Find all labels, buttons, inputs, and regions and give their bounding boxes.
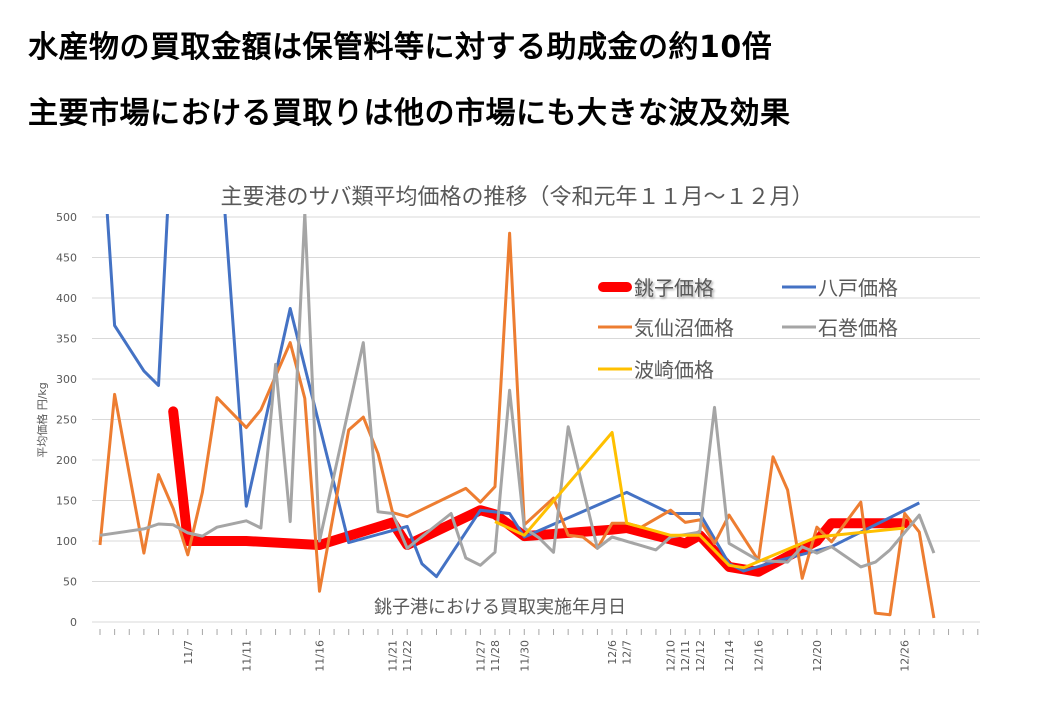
legend-label: 気仙沼価格 (634, 316, 734, 340)
x-tick-label: 12/11 (679, 640, 692, 672)
x-tick-label: 11/16 (313, 640, 326, 672)
x-axis-label: 銚子港における買取実施年月日 (374, 597, 626, 618)
y-tick-label: 150 (56, 495, 77, 508)
x-tick-label: 12/7 (621, 640, 634, 665)
series-line-3 (98, 231, 936, 619)
x-tick-label: 12/26 (899, 640, 912, 672)
y-tick-label: 200 (56, 454, 77, 467)
y-tick-label: 350 (56, 333, 77, 346)
x-tick-label: 11/21 (387, 640, 400, 672)
x-tick-label: 12/12 (694, 640, 707, 672)
x-tick-label: 12/10 (665, 640, 678, 672)
series-lines (98, 214, 936, 619)
x-tick-label: 11/22 (401, 640, 414, 672)
y-axis-label: 平均価格 円/kg (35, 382, 49, 458)
x-tick-label: 11/28 (489, 640, 502, 672)
series-line-4 (99, 214, 936, 569)
y-tick-label: 50 (63, 576, 77, 589)
headline-1: 水産物の買取金額は保管料等に対する助成金の約10倍 (28, 30, 773, 65)
y-tick-label: 500 (56, 211, 77, 224)
series-line-2 (105, 214, 920, 579)
x-axis-ticks: 11/7 11/11 11/16 11/21 11/22 11/27 11/28 11/30 1… (99, 629, 979, 672)
x-tick-label: 12/16 (752, 640, 765, 672)
y-tick-label: 300 (56, 373, 77, 386)
y-tick-label: 0 (70, 616, 77, 629)
chart-title: 主要港のサバ類平均価格の推移（令和元年１１月～１２月） (220, 185, 813, 210)
series-line-5 (494, 431, 905, 570)
x-tick-label: 12/20 (811, 640, 824, 672)
headline-2: 主要市場における買取りは他の市場にも大きな波及効果 (28, 96, 791, 131)
y-tick-label: 250 (56, 414, 77, 427)
x-tick-label: 11/30 (518, 640, 531, 672)
y-tick-label: 100 (56, 535, 77, 548)
legend-label: 石巻価格 (818, 316, 898, 340)
x-tick-label: 12/14 (723, 640, 736, 672)
legend-label: 銚子価格 (634, 276, 714, 300)
series-line-1 (168, 406, 910, 577)
legend-label: 波崎価格 (634, 358, 714, 382)
x-tick-label: 11/7 (182, 640, 195, 665)
x-tick-label: 12/6 (606, 640, 619, 665)
y-tick-label: 400 (56, 292, 77, 305)
y-axis-ticks: 0 50 100 150 200 250 300 350 400 450 500 (56, 211, 77, 629)
x-tick-label: 11/11 (240, 640, 253, 672)
legend-label: 八戸価格 (818, 276, 898, 300)
x-tick-label: 11/27 (474, 640, 487, 672)
y-tick-label: 450 (56, 252, 77, 265)
